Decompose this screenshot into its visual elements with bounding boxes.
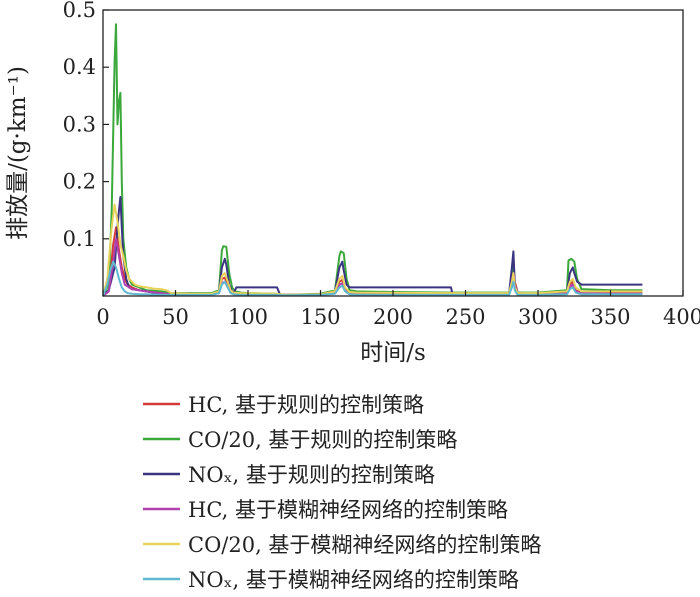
legend-label-4: CO/20, 基于模糊神经网络的控制策略 (188, 533, 541, 557)
y-tick-label: 0.4 (63, 55, 96, 79)
y-axis-title: 排放量/(g·km⁻¹) (5, 66, 31, 240)
series-line-4 (102, 203, 643, 297)
legend-label-1: CO/20, 基于规则的控制策略 (188, 428, 457, 452)
x-tick-label: 100 (228, 305, 268, 329)
plot-frame (102, 9, 684, 297)
tick-layer: 0 50 100 150 200 250 300 350 400 0.1 0.2 0.3 0.4 0.5 (63, 0, 700, 329)
x-tick-label: 400 (663, 305, 700, 329)
series-line-0 (102, 226, 643, 297)
legend: HC, 基于规则的控制策略 CO/20, 基于规则的控制策略 NOₓ, 基于规则的控… (143, 393, 541, 592)
y-tick-label: 0.1 (63, 227, 96, 251)
series-line-5 (102, 260, 643, 297)
x-tick-label: 300 (518, 305, 558, 329)
x-axis-title: 时间/s (360, 340, 426, 366)
x-tick-label: 250 (445, 305, 485, 329)
x-tick-label: 200 (373, 305, 413, 329)
series-line-2 (102, 196, 643, 297)
y-tick-label: 0.5 (63, 0, 96, 22)
legend-label-5: NOₓ, 基于模糊神经网络的控制策略 (188, 568, 519, 592)
legend-label-3: HC, 基于模糊神经网络的控制策略 (188, 498, 508, 522)
legend-label-0: HC, 基于规则的控制策略 (188, 393, 424, 417)
y-tick-label: 0.3 (63, 112, 96, 136)
series-layer (102, 23, 643, 297)
y-tick-label: 0.2 (63, 170, 96, 194)
legend-label-2: NOₓ, 基于规则的控制策略 (188, 463, 435, 487)
x-tick-label: 150 (300, 305, 340, 329)
x-tick-label: 50 (162, 305, 189, 329)
x-tick-label: 0 (96, 305, 109, 329)
x-tick-label: 350 (590, 305, 630, 329)
series-line-1 (102, 23, 643, 297)
